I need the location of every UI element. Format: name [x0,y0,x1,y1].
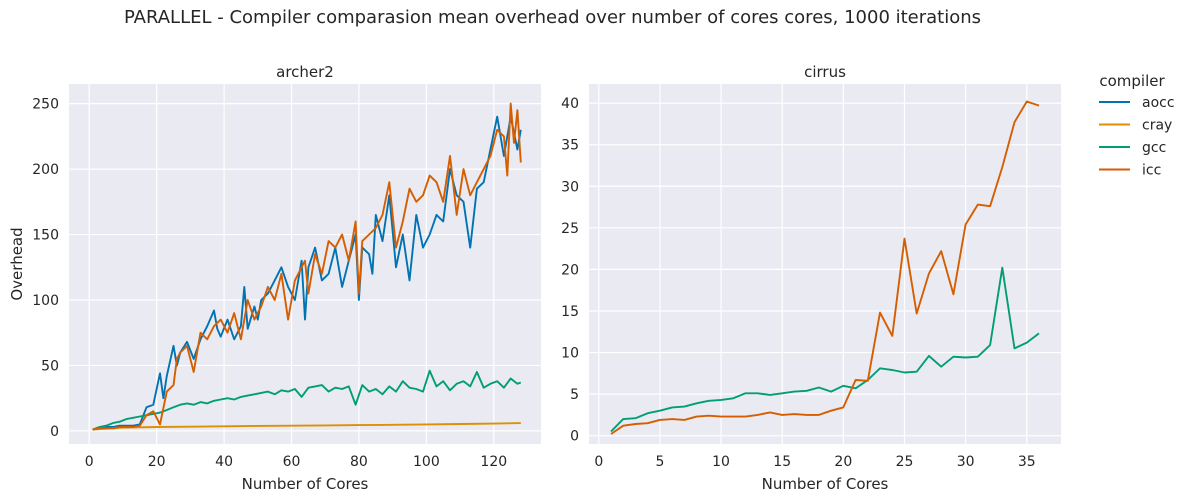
panel-archer2-x-tick-label: 40 [215,454,233,470]
panel-archer2-y-tick-label: 250 [32,97,59,113]
panel-cirrus-y-tick-label: 5 [570,387,579,403]
legend-title: compiler [1099,72,1165,90]
panel-cirrus-y-tick-label: 25 [561,221,579,237]
panel-archer2-series-icc [92,102,522,431]
legend-label-gcc: gcc [1142,140,1166,156]
panel-cirrus-x-tick-label: 10 [712,454,730,470]
panel-archer2-series-aocc [92,115,522,431]
panel-archer2-y-tick-label: 100 [32,293,59,309]
panel-cirrus-x-tick-label: 35 [1018,454,1036,470]
panel-cirrus-series-icc [610,100,1040,435]
panel-cirrus-x-tick-label: 20 [834,454,852,470]
panel-cirrus-y-tick-label: 30 [561,179,579,195]
panel-archer2-title: archer2 [276,63,334,81]
panel-archer2-y-tick-label: 200 [32,162,59,178]
panel-cirrus-y-tick-label: 35 [561,138,579,154]
panel-archer2: 0 20 40 60 80 100 120 0 50 100 150 200 250 archer2 Num… [8,63,541,493]
panel-cirrus-y-tick-label: 10 [561,346,579,362]
panel-archer2-y-tick-label: 150 [32,228,59,244]
panel-cirrus-y-tick-label: 20 [561,262,579,278]
panel-cirrus-x-tick-label: 15 [773,454,791,470]
legend-label-icc: icc [1142,163,1161,179]
panel-archer2-x-tick-label: 20 [148,454,166,470]
panel-cirrus-y-tick-label: 40 [561,96,579,112]
legend-label-aocc: aocc [1142,95,1175,111]
legend-label-cray: cray [1142,118,1172,134]
panel-cirrus-x-tick-label: 5 [655,454,664,470]
panel-archer2-x-tick-label: 120 [480,454,507,470]
panel-archer2-series-gcc [92,369,522,431]
panel-cirrus-x-tick-label: 25 [896,454,914,470]
panel-archer2-x-tick-label: 80 [350,454,368,470]
panel-cirrus-x-axis-label: Number of Cores [762,475,889,493]
panel-archer2-x-tick-label: 0 [85,454,94,470]
figure-title: PARALLEL - Compiler comparasion mean ove… [123,7,982,28]
panel-cirrus-title: cirrus [804,63,846,81]
panel-cirrus-y-tick-label: 0 [570,429,579,445]
panel-cirrus-y-tick-label: 15 [561,304,579,320]
panel-cirrus-x-tick-label: 0 [594,454,603,470]
panel-archer2-x-tick-label: 60 [283,454,301,470]
panel-archer2-y-tick-label: 0 [50,424,59,440]
panel-archer2-x-tick-label: 100 [413,454,440,470]
panel-archer2-series-cray [92,422,521,431]
panel-cirrus-x-tick-label: 30 [957,454,975,470]
panel-cirrus-background [589,84,1061,444]
panel-cirrus-series-gcc [610,266,1040,433]
panel-cirrus: 0 5 10 15 20 25 30 35 0 5 10 15 20 25 30 35 40 cirrus Numb… [561,63,1061,493]
panel-archer2-y-axis-label: Overhead [8,227,26,300]
legend: compiler aocc cray gcc icc [1099,72,1175,179]
panel-archer2-x-axis-label: Number of Cores [242,475,369,493]
panel-archer2-y-tick-label: 50 [41,358,59,374]
